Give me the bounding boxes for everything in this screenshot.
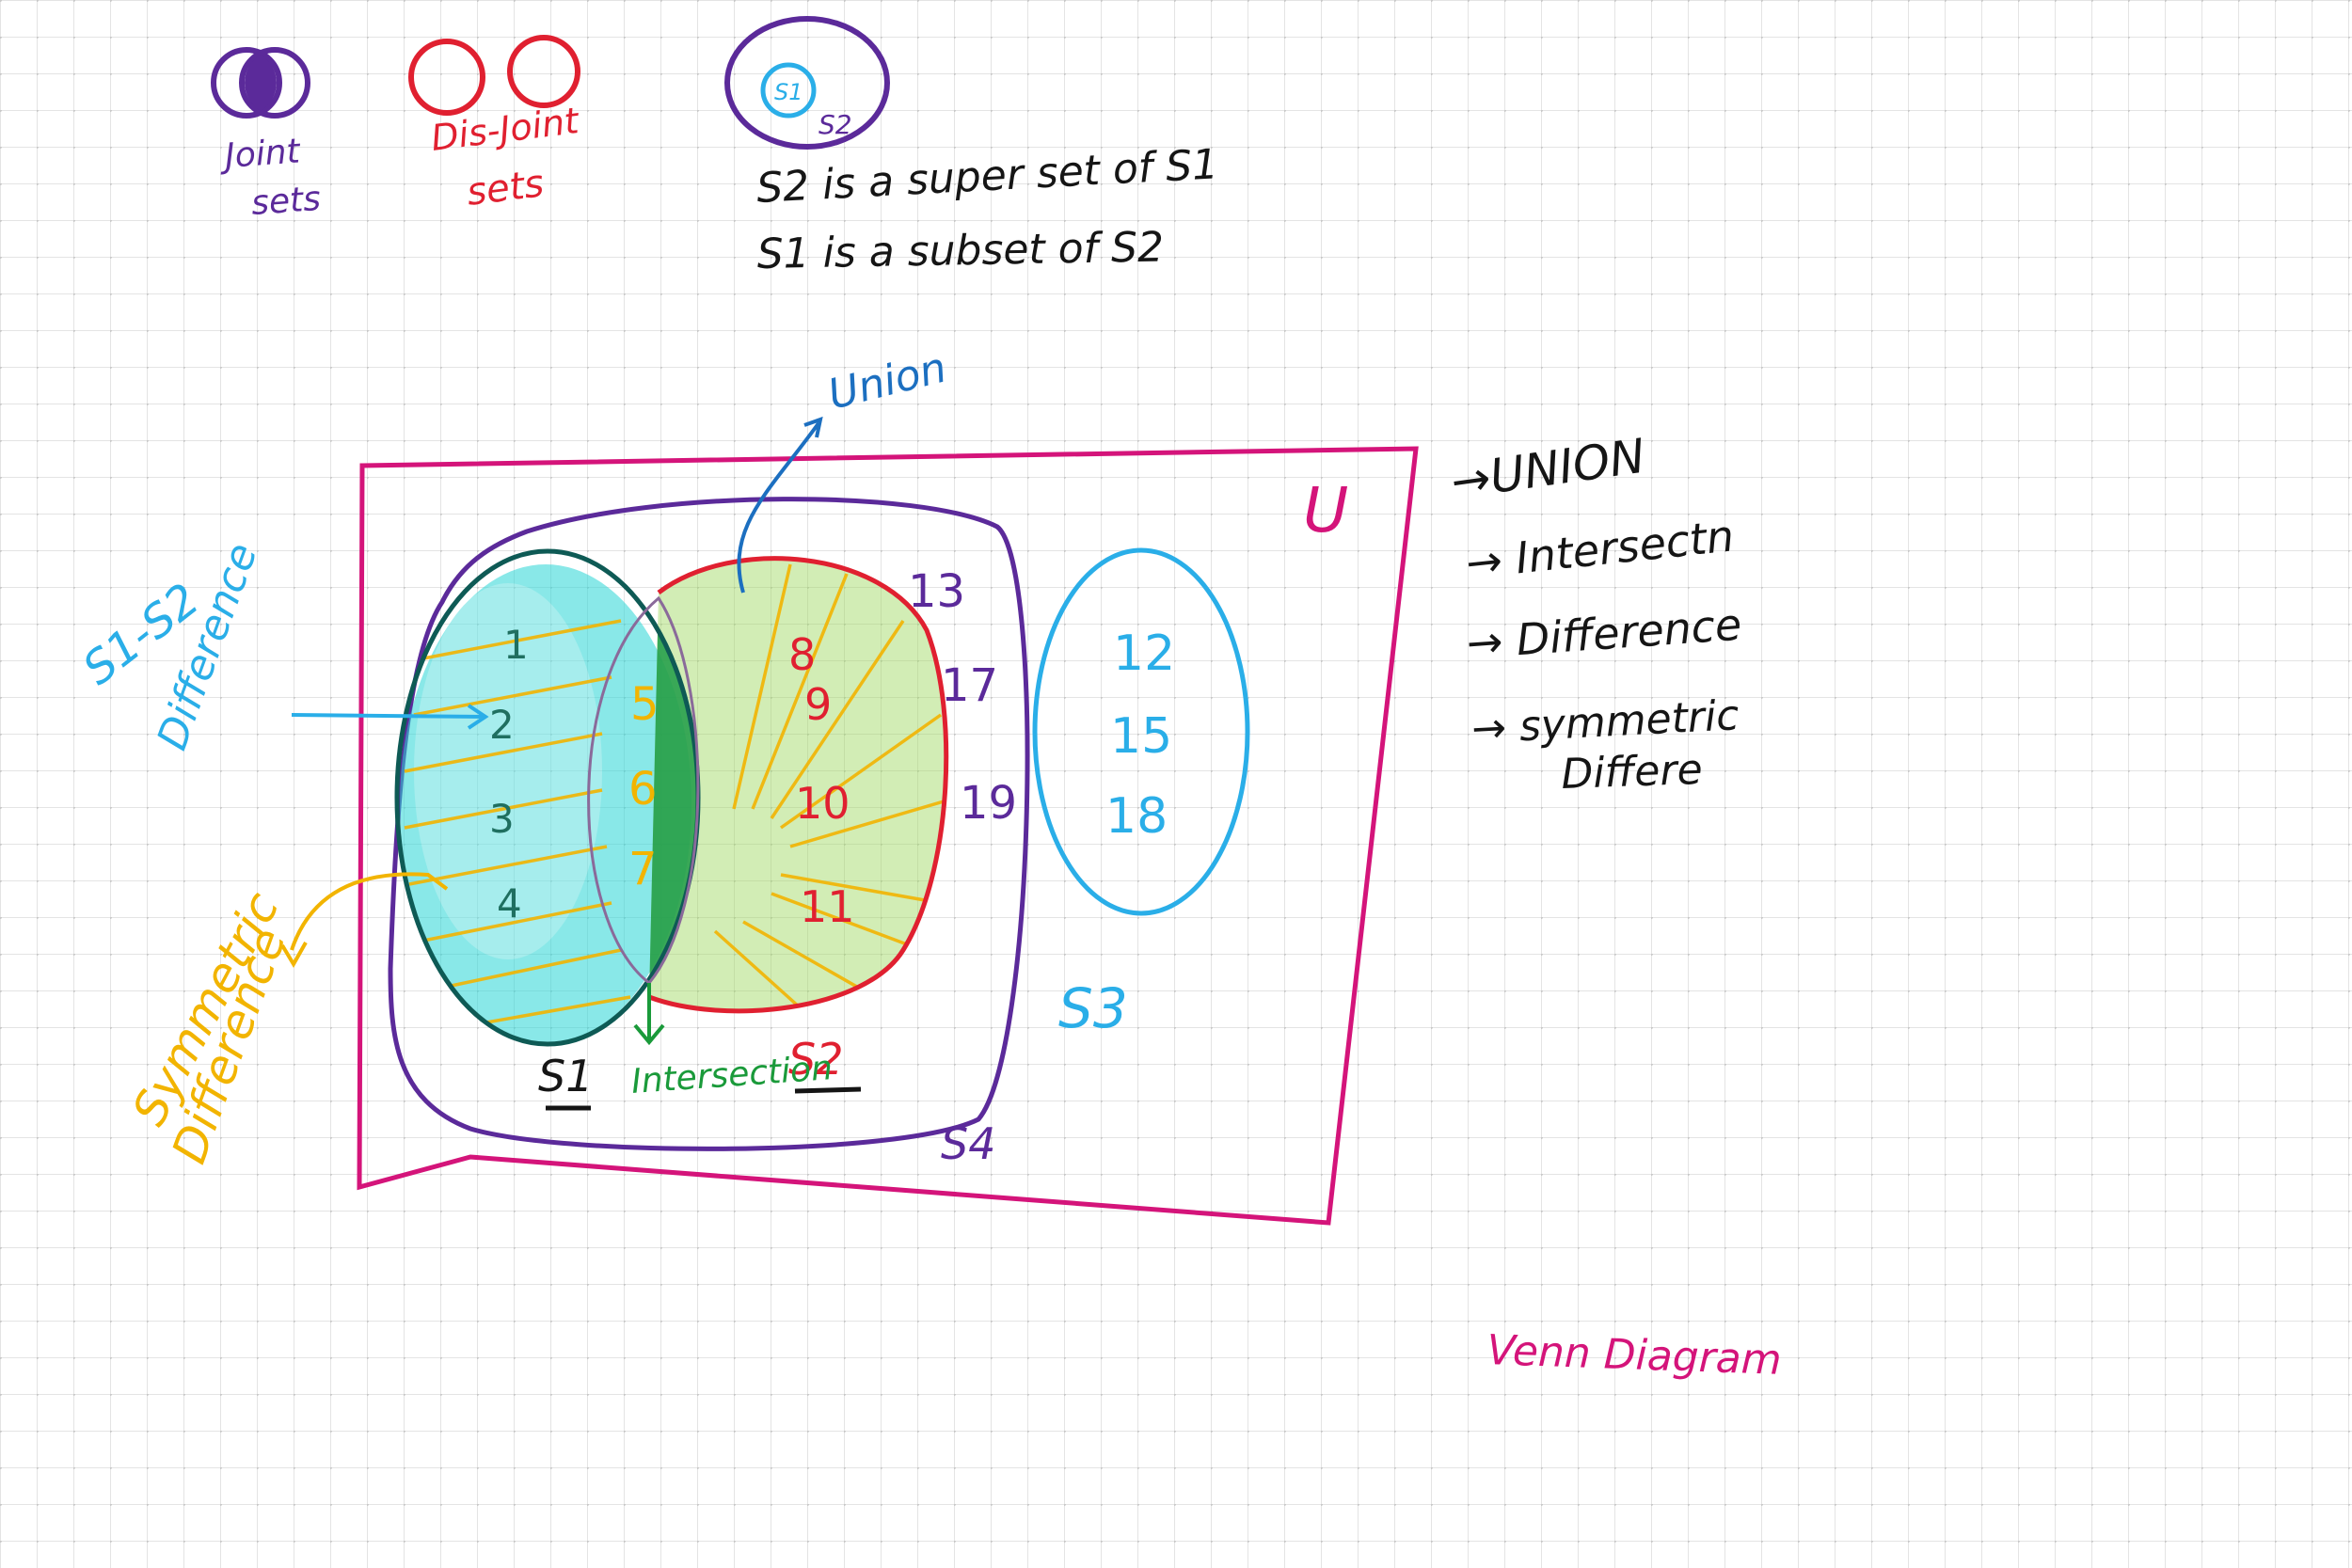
element: 6: [628, 763, 658, 816]
s1-only-elements: 1 2 3 4: [489, 622, 529, 927]
element: 19: [960, 777, 1017, 830]
disjoint-sets-label: sets: [465, 162, 547, 214]
set-s2-fill: [649, 558, 946, 1011]
element: 10: [795, 778, 850, 829]
element: 5: [630, 678, 660, 731]
diagram-title: Venn Diagram: [1486, 1326, 1783, 1385]
union-arrow: [737, 416, 823, 594]
subset-outer-label: S2: [818, 109, 852, 140]
element: 13: [908, 565, 965, 618]
s4-only-elements: 13 17 19: [908, 565, 1017, 830]
set-s2-outline: [648, 556, 949, 1014]
element: 9: [804, 679, 832, 730]
element: 8: [788, 629, 816, 680]
intersection-elements: 5 6 7: [628, 678, 660, 895]
element: 15: [1110, 708, 1172, 765]
element: 11: [800, 881, 855, 932]
universe-rectangle: [357, 446, 1419, 1226]
symmetric-difference-hatching: [404, 563, 946, 1027]
element: 18: [1105, 788, 1168, 845]
joint-sets-label: sets: [250, 180, 322, 223]
joint-sets-legend: Joint sets: [211, 47, 322, 223]
element: 3: [489, 796, 515, 842]
element: 1: [503, 622, 529, 668]
subset-inner-label: S1: [774, 79, 803, 105]
joint-label: Joint: [218, 132, 303, 176]
set-s3-outline: [1032, 547, 1250, 916]
element: 17: [941, 659, 998, 712]
element: 7: [628, 843, 658, 895]
set-s1-label: S1: [538, 1051, 593, 1101]
operation-symmetric-difference: Differe: [1561, 746, 1704, 799]
set-s2-label: S2: [788, 1034, 843, 1085]
set-s1-fill: [400, 564, 691, 1044]
intersection-lens-outline: [587, 595, 700, 986]
element: 12: [1113, 626, 1175, 682]
element: 4: [497, 880, 522, 927]
s2-only-elements: 8 9 10 11: [788, 629, 855, 932]
difference-arrow: [291, 704, 489, 730]
element: 2: [489, 702, 515, 748]
disjoint-sets-legend: Dis-Joint sets: [408, 35, 582, 214]
symmetric-arrow: [280, 872, 449, 968]
s3-elements: 12 15 18: [1105, 626, 1175, 845]
subset-statement: S1 is a subset of S2: [756, 223, 1164, 278]
intersection-arrow: [633, 983, 665, 1046]
universe-label: U: [1303, 474, 1348, 546]
set-s4-label: S4: [941, 1118, 995, 1169]
s2-underline: [794, 1086, 862, 1094]
set-s3-label: S3: [1058, 976, 1128, 1040]
